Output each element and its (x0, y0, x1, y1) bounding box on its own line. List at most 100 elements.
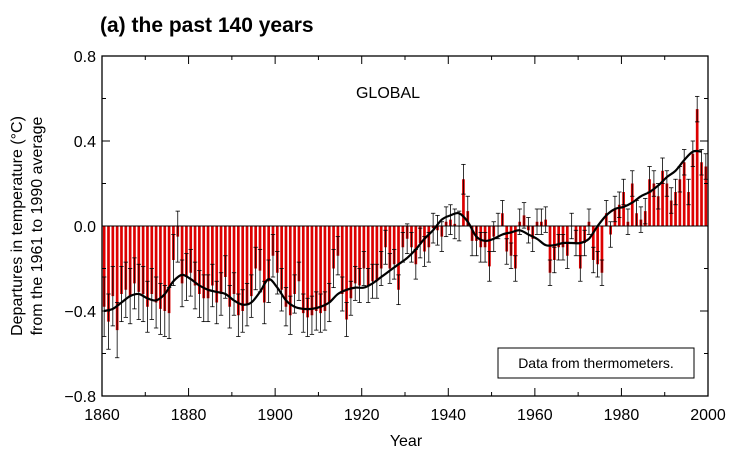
error-bar-1873 (153, 276, 159, 329)
error-bar-1963 (543, 206, 548, 233)
error-bar-1908 (305, 297, 310, 337)
error-bar-1971 (578, 255, 583, 282)
error-bar-1949 (482, 231, 488, 263)
error-bar-1974 (591, 246, 596, 274)
bar-2000 (704, 166, 708, 226)
error-bar-1928 (391, 248, 397, 280)
error-bar-1950 (487, 251, 492, 282)
bar-1861 (102, 226, 106, 307)
error-bar-1951 (491, 221, 496, 252)
error-bar-1907 (301, 293, 306, 333)
bar-1908 (306, 226, 309, 318)
bar-1964 (548, 226, 552, 273)
error-bar-1926 (383, 229, 388, 265)
bar-1914 (332, 226, 335, 269)
error-bar-1997 (690, 140, 696, 167)
bar-1988 (652, 183, 656, 226)
error-bar-1965 (552, 246, 557, 274)
x-tick-label-1980: 1980 (604, 407, 640, 424)
error-bar-1982 (625, 208, 631, 235)
error-bar-2000 (703, 153, 709, 180)
error-bar-1917 (344, 302, 349, 337)
error-bar-1871 (145, 280, 150, 333)
note-text: Data from thermometers. (518, 355, 674, 371)
error-bar-1885 (205, 274, 211, 323)
bar-1997 (691, 153, 695, 226)
bar-1882 (193, 226, 197, 286)
error-bar-1911 (318, 293, 323, 333)
error-bar-1960 (530, 225, 535, 252)
x-tick-label-1880: 1880 (171, 407, 207, 424)
bar-1886 (211, 226, 214, 286)
bar-1895 (249, 226, 253, 297)
bar-1906 (297, 226, 301, 282)
bar-1974 (591, 226, 595, 260)
bar-1880 (185, 226, 188, 277)
error-bar-1930 (400, 231, 406, 263)
error-bar-1912 (322, 291, 328, 331)
error-bar-1868 (132, 257, 137, 310)
error-bar-1976 (599, 259, 605, 286)
bar-1976 (600, 226, 604, 273)
bar-1898 (262, 226, 266, 303)
error-bar-1961 (534, 208, 540, 235)
error-bar-1931 (404, 223, 410, 255)
error-bar-1929 (396, 274, 401, 306)
bar-1994 (678, 179, 682, 226)
error-bar-1927 (387, 253, 393, 284)
bar-1864 (115, 226, 119, 331)
bar-1869 (137, 226, 141, 292)
error-bar-1897 (257, 248, 263, 293)
error-bar-1876 (166, 287, 172, 340)
y-tick-label: 0.8 (74, 49, 96, 66)
error-bar-1921 (361, 251, 367, 286)
error-bar-1923 (370, 263, 375, 299)
bar-1905 (293, 226, 296, 294)
error-bar-1998 (694, 95, 700, 123)
bar-1927 (388, 226, 392, 269)
bar-1968 (565, 226, 569, 256)
bar-1925 (379, 226, 383, 269)
error-bar-1956 (513, 255, 518, 282)
note-box (497, 347, 695, 379)
bar-1874 (159, 226, 162, 309)
bar-1907 (301, 226, 305, 314)
error-bar-1953 (500, 200, 505, 227)
chart-title: (a) the past 140 years (100, 14, 314, 37)
error-bar-1874 (158, 282, 163, 335)
error-bar-1938 (435, 214, 440, 246)
error-bar-1966 (556, 234, 561, 261)
error-bar-1995 (681, 149, 687, 176)
bar-1871 (146, 226, 149, 307)
error-bar-1892 (236, 293, 241, 337)
bar-1883 (198, 226, 201, 294)
error-bar-1861 (101, 276, 107, 337)
error-bar-1994 (677, 166, 683, 193)
error-bar-1872 (149, 268, 154, 320)
anomaly-bars (102, 109, 708, 331)
error-bar-1893 (240, 289, 245, 333)
error-bar-1987 (647, 166, 652, 193)
error-bar-1891 (231, 272, 237, 316)
bar-1993 (674, 192, 677, 226)
error-bar-1879 (179, 259, 185, 308)
error-bar-1866 (123, 261, 129, 318)
error-bar-1959 (526, 217, 531, 244)
bar-1981 (622, 192, 625, 226)
bar-1897 (258, 226, 262, 271)
bar-1916 (340, 226, 344, 294)
error-bar-1993 (673, 178, 678, 206)
error-bar-1964 (547, 259, 553, 286)
bar-1995 (682, 162, 686, 226)
error-bar-1863 (110, 265, 116, 327)
error-bar-1967 (560, 234, 566, 261)
error-bar-1909 (309, 295, 315, 335)
x-tick-label-1900: 1900 (257, 407, 293, 424)
bar-1912 (323, 226, 327, 311)
error-bar-1883 (197, 270, 202, 318)
y-axis-label-line1: Departures in temperature (°C) (9, 116, 26, 336)
bar-1933 (414, 226, 418, 265)
bar-1873 (154, 226, 158, 303)
bar-1863 (111, 226, 115, 297)
error-bar-1955 (508, 242, 514, 269)
